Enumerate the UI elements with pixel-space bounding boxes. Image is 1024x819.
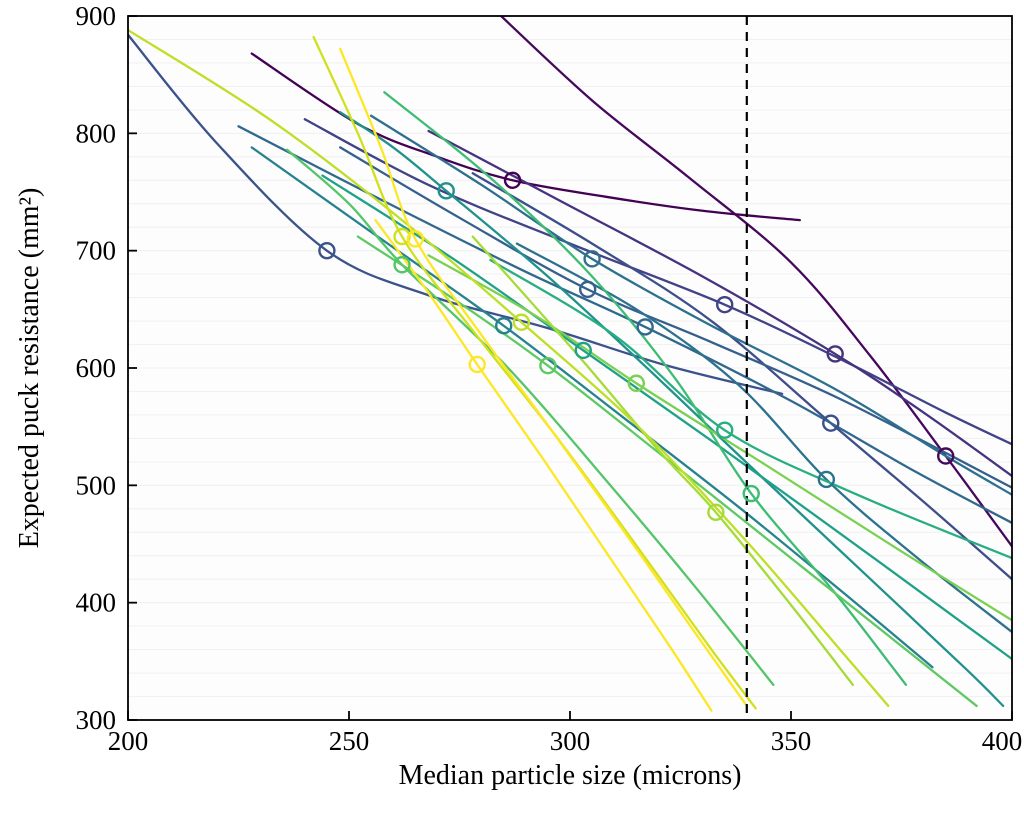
y-tick-label: 300: [76, 705, 117, 735]
series-marker-11: [495, 317, 513, 335]
series-line-10: [339, 111, 1005, 708]
y-axis-title: Expected puck resistance (mm²): [14, 188, 45, 549]
series-marker-15: [393, 256, 411, 274]
series-marker-19: [512, 313, 531, 331]
series-line-12: [321, 174, 1012, 661]
x-tick-label: 250: [329, 726, 370, 756]
series-marker-16: [539, 356, 557, 375]
series-marker-7: [583, 250, 601, 268]
series-line-6: [339, 146, 1012, 489]
y-tick-label: 400: [76, 588, 117, 618]
series-line-22: [374, 219, 713, 712]
series-marker-1: [503, 171, 522, 189]
series-line-13: [489, 258, 1012, 560]
series-line-17: [427, 254, 1012, 622]
series-line-9: [515, 242, 1012, 634]
series-marker-18: [707, 503, 725, 522]
series-marker-10: [437, 182, 455, 200]
series-line-4: [471, 172, 1012, 581]
series-marker-8: [636, 318, 654, 336]
series-marker-3: [826, 345, 844, 363]
x-axis-title: Median particle size (microns): [399, 760, 742, 791]
y-tick-label: 500: [76, 470, 117, 500]
series-line-5: [128, 33, 784, 395]
series-marker-2: [716, 295, 734, 314]
series-marker-0: [937, 447, 955, 465]
series-line-15: [285, 148, 775, 686]
series-marker-14: [742, 484, 760, 503]
x-tick-label: 300: [550, 726, 591, 756]
series-line-19: [128, 28, 890, 708]
y-tick-label: 900: [76, 1, 117, 31]
series-line-2: [303, 118, 1012, 446]
series-line-7: [369, 114, 1012, 496]
series-marker-22: [468, 355, 486, 374]
series-line-11: [250, 146, 934, 669]
x-axis: 200 250 300 350 400: [108, 711, 1023, 756]
y-tick-label: 600: [76, 353, 117, 383]
series-group: [128, 16, 1012, 720]
y-tick-label: 800: [76, 118, 117, 148]
y-tick-label: 700: [76, 236, 117, 266]
series-marker-13: [716, 421, 734, 439]
series-line-20: [312, 35, 757, 710]
series-marker-17: [627, 374, 645, 392]
series-marker-20: [393, 227, 411, 246]
x-tick-label: 350: [771, 726, 812, 756]
series-marker-9: [817, 470, 836, 489]
series-marker-6: [578, 280, 597, 299]
series-line-18: [471, 235, 855, 686]
gridlines: [128, 38, 1012, 698]
x-tick-label: 400: [982, 726, 1023, 756]
series-marker-12: [574, 341, 592, 360]
x-tick-label: 200: [108, 726, 149, 756]
series-line-3: [427, 129, 1012, 478]
series-marker-4: [822, 414, 840, 432]
y-axis: 300 400 500 600 700 800 900: [76, 1, 137, 735]
series-marker-5: [318, 241, 336, 260]
series-marker-21: [406, 230, 424, 248]
series-line-21: [339, 47, 748, 708]
